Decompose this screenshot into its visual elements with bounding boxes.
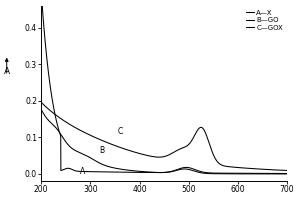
Text: B: B <box>99 146 104 155</box>
Text: A: A <box>80 167 85 176</box>
Text: C: C <box>118 127 123 136</box>
Legend: A—X, B—GO, C—GOX: A—X, B—GO, C—GOX <box>245 9 284 31</box>
Y-axis label: A: A <box>4 67 10 76</box>
